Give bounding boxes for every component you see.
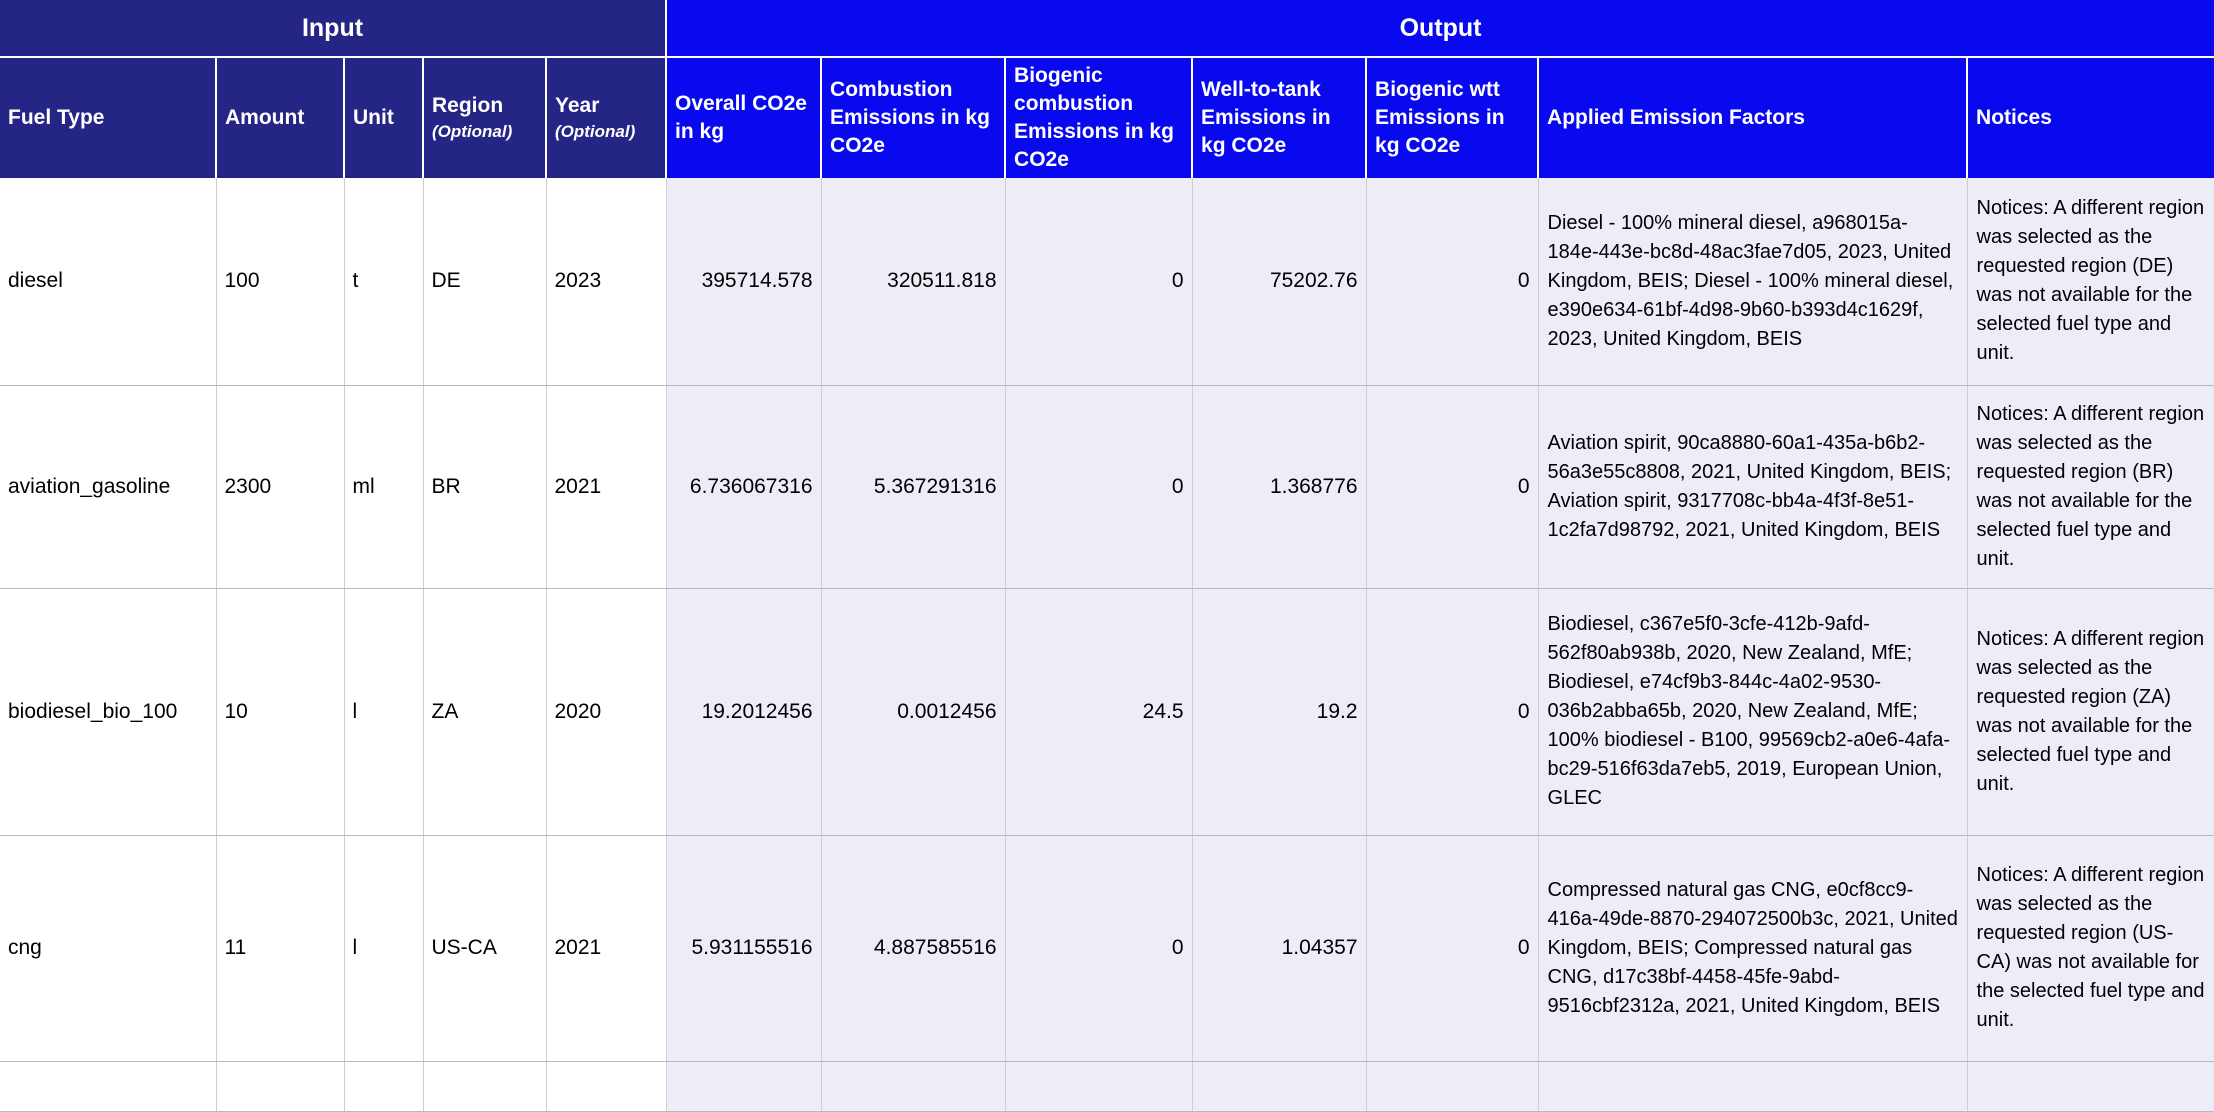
fuel-type-cell[interactable]: aviation_gasoline [0,385,217,589]
biogenic-combustion-cell[interactable]: 0 [1005,835,1193,1062]
empty-cell[interactable] [821,1061,1006,1112]
col-header-notices: Notices [1967,57,2214,178]
section-header-input: Input [0,0,668,58]
table-row [0,1061,2214,1112]
optional-note: (Optional) [555,122,636,141]
unit-cell[interactable]: t [344,178,424,386]
table-row: biodiesel_bio_100 10 l ZA 2020 19.201245… [0,588,2214,836]
region-cell[interactable]: BR [423,385,547,589]
biogenic-combustion-cell[interactable]: 0 [1005,178,1193,386]
unit-cell[interactable]: l [344,835,424,1062]
combustion-emissions-cell[interactable]: 5.367291316 [821,385,1006,589]
overall-co2e-cell[interactable]: 19.2012456 [666,588,822,836]
wtt-emissions-cell[interactable]: 75202.76 [1192,178,1367,386]
empty-cell[interactable] [0,1061,217,1112]
wtt-emissions-cell[interactable]: 1.368776 [1192,385,1367,589]
empty-cell[interactable] [1005,1061,1193,1112]
col-header-overall-co2e: Overall CO2e in kg [666,57,823,178]
section-header-row: Input Output [0,0,2214,58]
combustion-emissions-cell[interactable]: 4.887585516 [821,835,1006,1062]
col-header-label: Notices [1976,106,2052,129]
empty-cell[interactable] [1366,1061,1539,1112]
biogenic-wtt-cell[interactable]: 0 [1366,385,1539,589]
overall-co2e-cell[interactable]: 5.931155516 [666,835,822,1062]
col-header-label: Year [555,94,600,117]
empty-cell[interactable] [1967,1061,2214,1112]
unit-cell[interactable]: ml [344,385,424,589]
combustion-emissions-cell[interactable]: 320511.818 [821,178,1006,386]
emission-factors-cell[interactable]: Diesel - 100% mineral diesel, a968015a-1… [1538,178,1968,386]
empty-cell[interactable] [546,1061,667,1112]
col-header-amount: Amount [216,57,345,178]
table-row: cng 11 l US-CA 2021 5.931155516 4.887585… [0,835,2214,1062]
emission-factors-cell[interactable]: Aviation spirit, 90ca8880-60a1-435a-b6b2… [1538,385,1968,589]
col-header-label: Amount [225,106,305,129]
col-header-label: Unit [353,106,394,129]
table-row: diesel 100 t DE 2023 395714.578 320511.8… [0,178,2214,386]
empty-cell[interactable] [1192,1061,1367,1112]
amount-cell[interactable]: 2300 [216,385,345,589]
column-header-row: Fuel Type Amount Unit Region (Optional) Y… [0,57,2214,178]
fuel-type-cell[interactable]: cng [0,835,217,1062]
fuel-type-cell[interactable]: biodiesel_bio_100 [0,588,217,836]
unit-cell[interactable]: l [344,588,424,836]
notices-cell[interactable]: Notices: A different region was selected… [1967,385,2214,589]
section-header-output: Output [666,0,2214,58]
year-cell[interactable]: 2023 [546,178,667,386]
biogenic-wtt-cell[interactable]: 0 [1366,588,1539,836]
col-header-label: Applied Emission Factors [1547,106,1805,129]
wtt-emissions-cell[interactable]: 19.2 [1192,588,1367,836]
col-header-year: Year (Optional) [546,57,668,178]
col-header-label: Well-to-tank Emissions in kg CO2e [1201,78,1331,157]
region-cell[interactable]: ZA [423,588,547,836]
biogenic-combustion-cell[interactable]: 24.5 [1005,588,1193,836]
col-header-label: Overall CO2e in kg [675,92,807,143]
col-header-label: Fuel Type [8,106,105,129]
amount-cell[interactable]: 10 [216,588,345,836]
col-header-label: Biogenic combustion Emissions in kg CO2e [1014,64,1174,171]
overall-co2e-cell[interactable]: 6.736067316 [666,385,822,589]
region-cell[interactable]: DE [423,178,547,386]
col-header-wtt-emissions: Well-to-tank Emissions in kg CO2e [1192,57,1368,178]
col-header-biogenic-wtt: Biogenic wtt Emissions in kg CO2e [1366,57,1540,178]
table-row: aviation_gasoline 2300 ml BR 2021 6.7360… [0,385,2214,589]
year-cell[interactable]: 2021 [546,835,667,1062]
combustion-emissions-cell[interactable]: 0.0012456 [821,588,1006,836]
col-header-unit: Unit [344,57,424,178]
fuel-type-cell[interactable]: diesel [0,178,217,386]
biogenic-wtt-cell[interactable]: 0 [1366,835,1539,1062]
empty-cell[interactable] [1538,1061,1968,1112]
biogenic-combustion-cell[interactable]: 0 [1005,385,1193,589]
col-header-region: Region (Optional) [423,57,547,178]
notices-cell[interactable]: Notices: A different region was selected… [1967,178,2214,386]
biogenic-wtt-cell[interactable]: 0 [1366,178,1539,386]
notices-cell[interactable]: Notices: A different region was selected… [1967,588,2214,836]
emission-factors-cell[interactable]: Biodiesel, c367e5f0-3cfe-412b-9afd-562f8… [1538,588,1968,836]
empty-cell[interactable] [344,1061,424,1112]
col-header-combustion-emissions: Combustion Emissions in kg CO2e [821,57,1007,178]
wtt-emissions-cell[interactable]: 1.04357 [1192,835,1367,1062]
empty-cell[interactable] [216,1061,345,1112]
year-cell[interactable]: 2020 [546,588,667,836]
col-header-label: Combustion Emissions in kg CO2e [830,78,990,157]
col-header-fuel-type: Fuel Type [0,57,217,178]
emission-factors-cell[interactable]: Compressed natural gas CNG, e0cf8cc9-416… [1538,835,1968,1062]
year-cell[interactable]: 2021 [546,385,667,589]
col-header-biogenic-combustion: Biogenic combustion Emissions in kg CO2e [1005,57,1194,178]
notices-cell[interactable]: Notices: A different region was selected… [1967,835,2214,1062]
col-header-label: Biogenic wtt Emissions in kg CO2e [1375,78,1505,157]
amount-cell[interactable]: 100 [216,178,345,386]
optional-note: (Optional) [432,122,513,141]
overall-co2e-cell[interactable]: 395714.578 [666,178,822,386]
amount-cell[interactable]: 11 [216,835,345,1062]
col-header-label: Region [432,94,504,117]
col-header-emission-factors: Applied Emission Factors [1538,57,1969,178]
empty-cell[interactable] [423,1061,547,1112]
region-cell[interactable]: US-CA [423,835,547,1062]
empty-cell[interactable] [666,1061,822,1112]
